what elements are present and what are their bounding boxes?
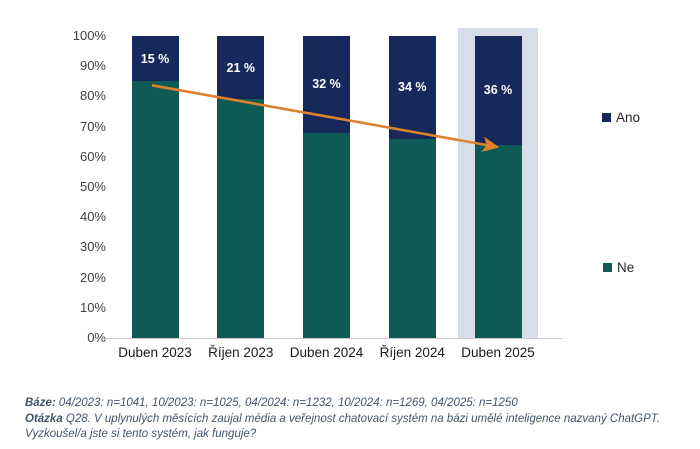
bar-segment-ano: 32 % — [303, 36, 350, 133]
x-tick-label: Duben 2025 — [461, 345, 535, 360]
y-tick-label: 30% — [79, 239, 106, 255]
legend-swatch-ne-icon — [603, 263, 612, 272]
footnote-base-label: Báze: — [25, 397, 56, 409]
bar-segment-ne — [303, 132, 350, 338]
legend-item-ano: Ano — [602, 110, 640, 125]
x-axis-line — [105, 338, 563, 339]
bar-duben-2024: 32 % — [303, 36, 350, 338]
bar-value-label: 32 % — [312, 77, 341, 92]
legend-item-ne: Ne — [603, 260, 634, 275]
bar-duben-2023: 15 % — [131, 36, 179, 338]
legend-label-ano: Ano — [616, 110, 641, 125]
bar-value-label: 15 % — [140, 51, 170, 66]
y-tick-label: 70% — [79, 118, 106, 134]
bar-segment-ano: 21 % — [217, 36, 265, 100]
y-tick-label: 40% — [79, 209, 106, 225]
bar-segment-ano: 34 % — [388, 36, 436, 139]
legend-label-ne: Ne — [617, 260, 635, 275]
x-tick-label: Duben 2024 — [289, 345, 364, 360]
y-tick-label: 80% — [79, 88, 106, 104]
y-tick-label: 20% — [79, 269, 106, 285]
bar-value-label: 21 % — [226, 60, 256, 75]
y-tick-label: 10% — [79, 299, 106, 315]
bar-value-label: 36 % — [483, 83, 513, 98]
bar-value-label: 34 % — [398, 80, 427, 95]
bar-segment-ne — [388, 138, 436, 338]
y-tick-label: 0% — [87, 330, 106, 345]
bar-říjen-2024: 34 % — [388, 36, 436, 338]
footnote-base-text: 04/2023: n=1041, 10/2023: n=1025, 04/202… — [55, 397, 518, 409]
bar-segment-ano: 15 % — [131, 36, 179, 82]
y-tick-label: 100% — [72, 28, 106, 43]
bar-segment-ne — [131, 81, 179, 338]
footnote-question-label: Otázka — [25, 412, 63, 425]
y-tick-label: 60% — [79, 148, 106, 164]
x-tick-label: Duben 2023 — [118, 345, 192, 360]
footnote-question-text: Q28. V uplynulých měsících zaujal média … — [62, 412, 660, 425]
footnote-question-text2: Vyzkoušel/a jste si tento systém, jak fu… — [25, 428, 257, 440]
x-tick-label: Říjen 2023 — [208, 345, 274, 360]
bar-segment-ano: 36 % — [474, 36, 522, 145]
footnote-base-line: Báze: 04/2023: n=1041, 10/2023: n=1025, … — [25, 396, 685, 412]
y-tick-label: 90% — [79, 58, 106, 74]
footnote: Báze: 04/2023: n=1041, 10/2023: n=1025, … — [25, 396, 685, 443]
legend-swatch-ano-icon — [602, 113, 611, 122]
footnote-question-line: Otázka Q28. V uplynulých měsících zaujal… — [25, 412, 685, 428]
footnote-question-line2: Vyzkoušel/a jste si tento systém, jak fu… — [25, 427, 685, 443]
x-tick-label: Říjen 2024 — [379, 345, 445, 360]
bar-segment-ne — [217, 99, 265, 338]
bar-segment-ne — [474, 144, 522, 338]
bar-říjen-2023: 21 % — [217, 36, 265, 338]
bar-duben-2025: 36 % — [474, 36, 522, 338]
y-tick-label: 50% — [79, 179, 106, 194]
